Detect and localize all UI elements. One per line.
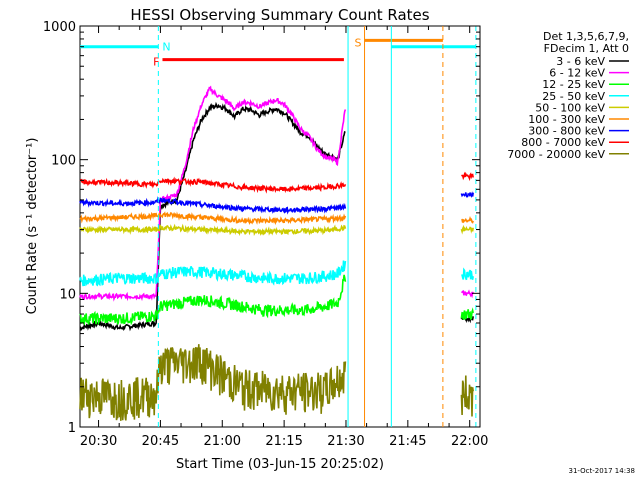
x-axis-label: Start Time (03-Jun-15 20:25:02) — [176, 457, 384, 472]
x-tick-label: 21:15 — [265, 434, 302, 449]
legend-label: 300 - 800 keV — [528, 125, 605, 138]
series-line — [79, 176, 347, 194]
series-line — [79, 101, 346, 332]
legend-label: 3 - 6 keV — [556, 55, 605, 68]
series-late-segment — [461, 267, 474, 281]
series-line — [79, 196, 347, 215]
y-axis-label: Count Rate (s⁻¹ detector⁻¹) — [25, 138, 40, 315]
state-label: N — [162, 41, 170, 54]
chart-title: HESSI Observing Summary Count Rates — [130, 6, 429, 24]
series-line — [79, 223, 347, 237]
series-late-segment — [461, 289, 474, 299]
legend-label: 25 - 50 keV — [542, 90, 605, 103]
y-tick-label: 100 — [51, 154, 76, 169]
y-tick-label: 10 — [59, 287, 76, 302]
legend-label: 12 - 25 keV — [542, 78, 605, 91]
legend-label: 50 - 100 keV — [535, 101, 605, 114]
x-tick-label: 20:30 — [80, 434, 117, 449]
instrument-state-annotations: NF S — [80, 36, 476, 69]
series-late-segment — [460, 191, 474, 198]
series-late-segment — [460, 307, 474, 321]
y-tick-label: 1 — [68, 421, 76, 436]
series-line — [79, 274, 347, 326]
plot-area: NF S — [79, 25, 481, 428]
series-late-segment — [461, 171, 474, 182]
series-lines — [79, 85, 474, 421]
series-line — [79, 211, 347, 226]
x-tick-label: 20:45 — [142, 434, 179, 449]
y-tick-label: 1000 — [43, 20, 76, 35]
legend-label: 100 - 300 keV — [528, 113, 605, 126]
series-late-segment — [461, 216, 474, 224]
x-tick-label: 21:45 — [389, 434, 426, 449]
x-tick-label: 21:30 — [327, 434, 364, 449]
y-axis: 1 10 100 1000 — [43, 20, 480, 436]
series-line — [79, 260, 347, 287]
series-line — [79, 85, 347, 302]
legend-label: 800 - 7000 keV — [521, 136, 605, 149]
series-late-segment — [460, 224, 474, 235]
state-label: S — [355, 36, 362, 49]
legend: Det 1,3,5,6,7,9, FDecim 1, Att 0 3 - 6 k… — [507, 30, 629, 161]
legend-label: 6 - 12 keV — [549, 67, 605, 80]
timestamp: 31-Oct-2017 14:38 — [569, 467, 635, 475]
series-late-segment — [460, 375, 474, 417]
x-tick-label: 21:00 — [204, 434, 241, 449]
series-line — [79, 344, 347, 421]
state-label: F — [153, 56, 159, 69]
x-axis: 20:30 20:45 21:00 21:15 21:30 21:45 22:00 — [80, 26, 488, 449]
x-tick-label: 22:00 — [451, 434, 488, 449]
legend-label: 7000 - 20000 keV — [507, 148, 605, 161]
plot-frame — [79, 25, 481, 428]
legend-header-line-1: Det 1,3,5,6,7,9, — [543, 30, 629, 43]
legend-header-line-2: FDecim 1, Att 0 — [544, 42, 629, 55]
vertical-markers — [157, 26, 477, 427]
